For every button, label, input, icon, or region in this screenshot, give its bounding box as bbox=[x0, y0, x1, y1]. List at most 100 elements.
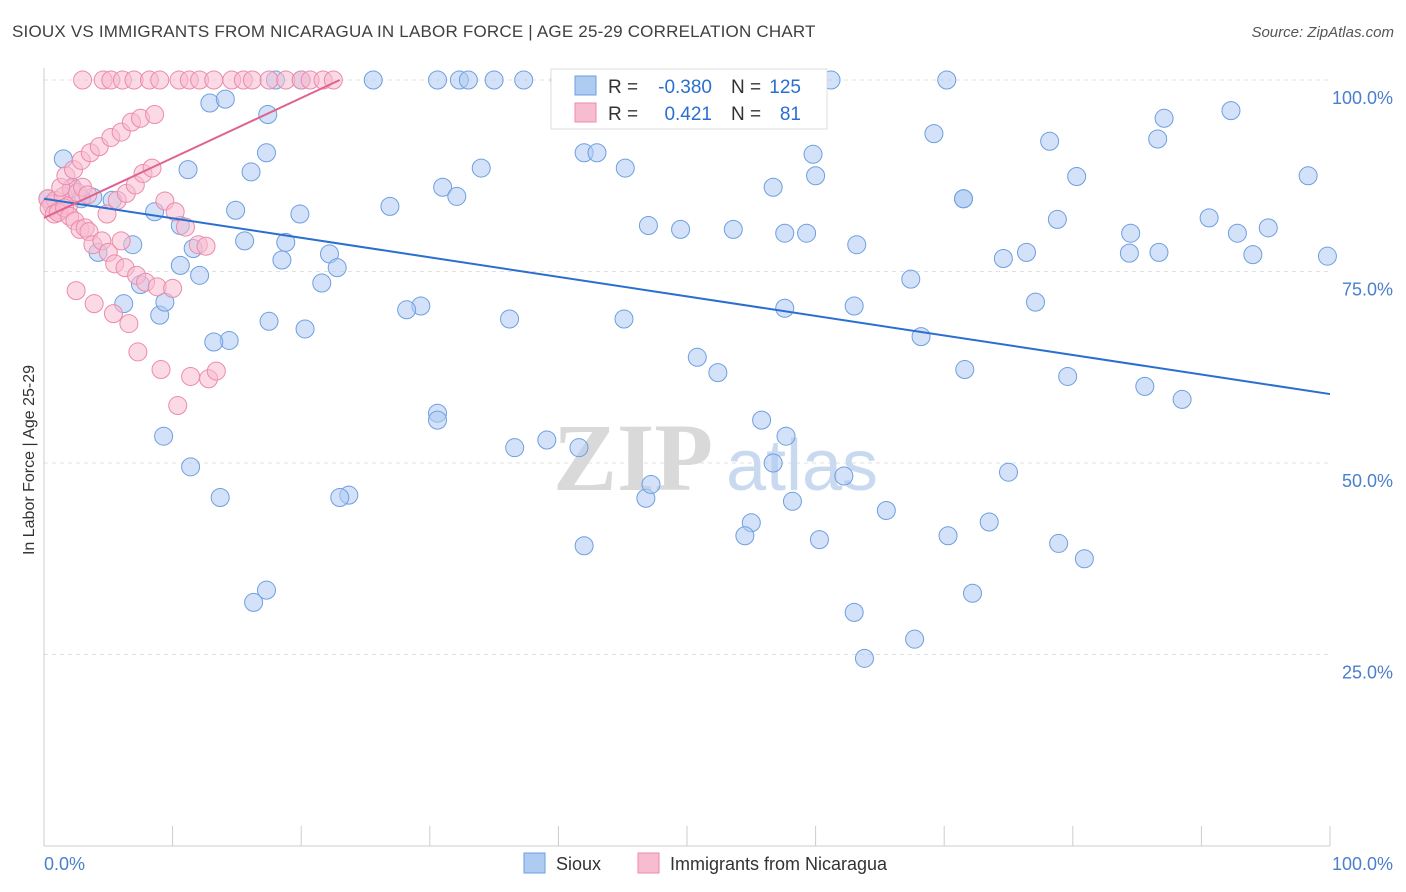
point-sioux bbox=[854, 648, 874, 668]
point-sioux bbox=[204, 332, 224, 352]
point-nicaragua bbox=[206, 361, 226, 381]
point-sioux bbox=[776, 426, 796, 446]
point-sioux bbox=[782, 491, 802, 511]
point-nicaragua bbox=[151, 360, 171, 380]
point-sioux bbox=[235, 231, 255, 251]
gridlines bbox=[44, 79, 1330, 655]
point-sioux bbox=[170, 255, 190, 275]
point-sioux bbox=[937, 70, 957, 90]
stats-r-value-sioux: -0.380 bbox=[658, 77, 712, 98]
point-sioux bbox=[671, 219, 691, 239]
point-nicaragua bbox=[163, 278, 183, 298]
point-sioux bbox=[1040, 131, 1060, 151]
point-sioux bbox=[999, 462, 1018, 482]
watermark: ZIP atlas bbox=[553, 404, 878, 511]
point-sioux bbox=[708, 363, 728, 383]
y-tick-label-75: 75.0% bbox=[1342, 280, 1393, 300]
stats-r-label-nicaragua: R = bbox=[608, 104, 638, 125]
point-sioux bbox=[1199, 208, 1219, 228]
point-sioux bbox=[1221, 101, 1241, 121]
point-sioux bbox=[514, 70, 534, 90]
point-sioux bbox=[1154, 108, 1174, 128]
point-sioux bbox=[500, 309, 520, 329]
legend-label-nicaragua: Immigrants from Nicaragua bbox=[670, 854, 888, 874]
point-sioux bbox=[537, 430, 557, 450]
point-sioux bbox=[241, 162, 261, 182]
point-sioux bbox=[1298, 166, 1318, 186]
point-sioux bbox=[244, 592, 264, 612]
point-sioux bbox=[844, 296, 864, 316]
point-sioux bbox=[844, 602, 864, 622]
stats-legend-swatch-sioux bbox=[574, 75, 597, 96]
point-sioux bbox=[574, 536, 594, 556]
point-sioux bbox=[327, 258, 347, 278]
data-points bbox=[38, 70, 1337, 668]
stats-n-label-nicaragua: N = bbox=[731, 104, 761, 125]
point-sioux bbox=[638, 216, 658, 236]
point-sioux bbox=[428, 70, 448, 90]
point-sioux bbox=[1119, 243, 1139, 263]
point-sioux bbox=[1149, 242, 1169, 262]
point-sioux bbox=[993, 248, 1013, 268]
point-sioux bbox=[614, 309, 634, 329]
point-sioux bbox=[1135, 376, 1155, 396]
point-sioux bbox=[484, 70, 504, 90]
point-sioux bbox=[901, 269, 921, 289]
point-sioux bbox=[876, 500, 896, 520]
point-nicaragua bbox=[196, 236, 216, 256]
point-sioux bbox=[190, 265, 210, 285]
point-sioux bbox=[955, 360, 975, 380]
point-sioux bbox=[433, 177, 453, 197]
point-nicaragua bbox=[259, 70, 279, 90]
point-sioux bbox=[803, 144, 823, 164]
point-sioux bbox=[1121, 223, 1141, 243]
point-sioux bbox=[938, 526, 958, 546]
point-sioux bbox=[363, 70, 383, 90]
point-sioux bbox=[1172, 389, 1192, 409]
trend-line-nicaragua bbox=[43, 79, 341, 219]
point-sioux bbox=[1058, 366, 1078, 386]
point-sioux bbox=[1258, 218, 1278, 238]
point-nicaragua bbox=[84, 294, 104, 314]
point-sioux bbox=[953, 189, 973, 209]
stats-legend: R = -0.380 N = 125 R = 0.421 N = 81 bbox=[550, 68, 828, 130]
point-sioux bbox=[763, 453, 783, 473]
point-sioux bbox=[458, 70, 478, 90]
point-sioux bbox=[569, 438, 589, 458]
point-sioux bbox=[295, 319, 315, 339]
point-sioux bbox=[397, 300, 417, 320]
legend-swatch-nicaragua bbox=[637, 852, 660, 874]
stats-n-value-nicaragua: 81 bbox=[780, 104, 801, 125]
series-sioux bbox=[38, 70, 1337, 668]
chart-source: Source: ZipAtlas.com bbox=[1251, 24, 1394, 41]
trend-line-sioux bbox=[43, 197, 1331, 396]
point-sioux bbox=[687, 347, 707, 367]
point-sioux bbox=[1067, 167, 1087, 187]
point-sioux bbox=[226, 200, 246, 220]
point-sioux bbox=[1317, 246, 1337, 266]
series-legend: Sioux Immigrants from Nicaragua bbox=[523, 852, 888, 874]
point-sioux bbox=[330, 487, 350, 507]
point-sioux bbox=[587, 143, 607, 163]
y-tick-label-50: 50.0% bbox=[1342, 471, 1393, 491]
point-nicaragua bbox=[181, 366, 201, 386]
y-tick-labels: 25.0% 50.0% 75.0% 100.0% bbox=[1332, 88, 1393, 683]
point-sioux bbox=[290, 204, 310, 224]
point-nicaragua bbox=[119, 314, 139, 334]
trend-lines bbox=[43, 79, 1331, 396]
point-sioux bbox=[809, 530, 829, 550]
point-sioux bbox=[1148, 129, 1168, 149]
point-sioux bbox=[752, 410, 772, 430]
point-sioux bbox=[154, 426, 174, 446]
y-tick-label-100: 100.0% bbox=[1332, 88, 1393, 108]
point-sioux bbox=[806, 166, 826, 186]
x-tick-label-100: 100.0% bbox=[1332, 854, 1393, 874]
point-sioux bbox=[181, 457, 201, 477]
point-sioux bbox=[962, 583, 982, 603]
point-sioux bbox=[1047, 209, 1067, 229]
y-axis-label: In Labor Force | Age 25-29 bbox=[21, 365, 38, 555]
x-tick-labels: 0.0% 100.0% bbox=[44, 854, 1393, 874]
point-nicaragua bbox=[175, 217, 195, 237]
stats-r-label-sioux: R = bbox=[608, 77, 638, 98]
